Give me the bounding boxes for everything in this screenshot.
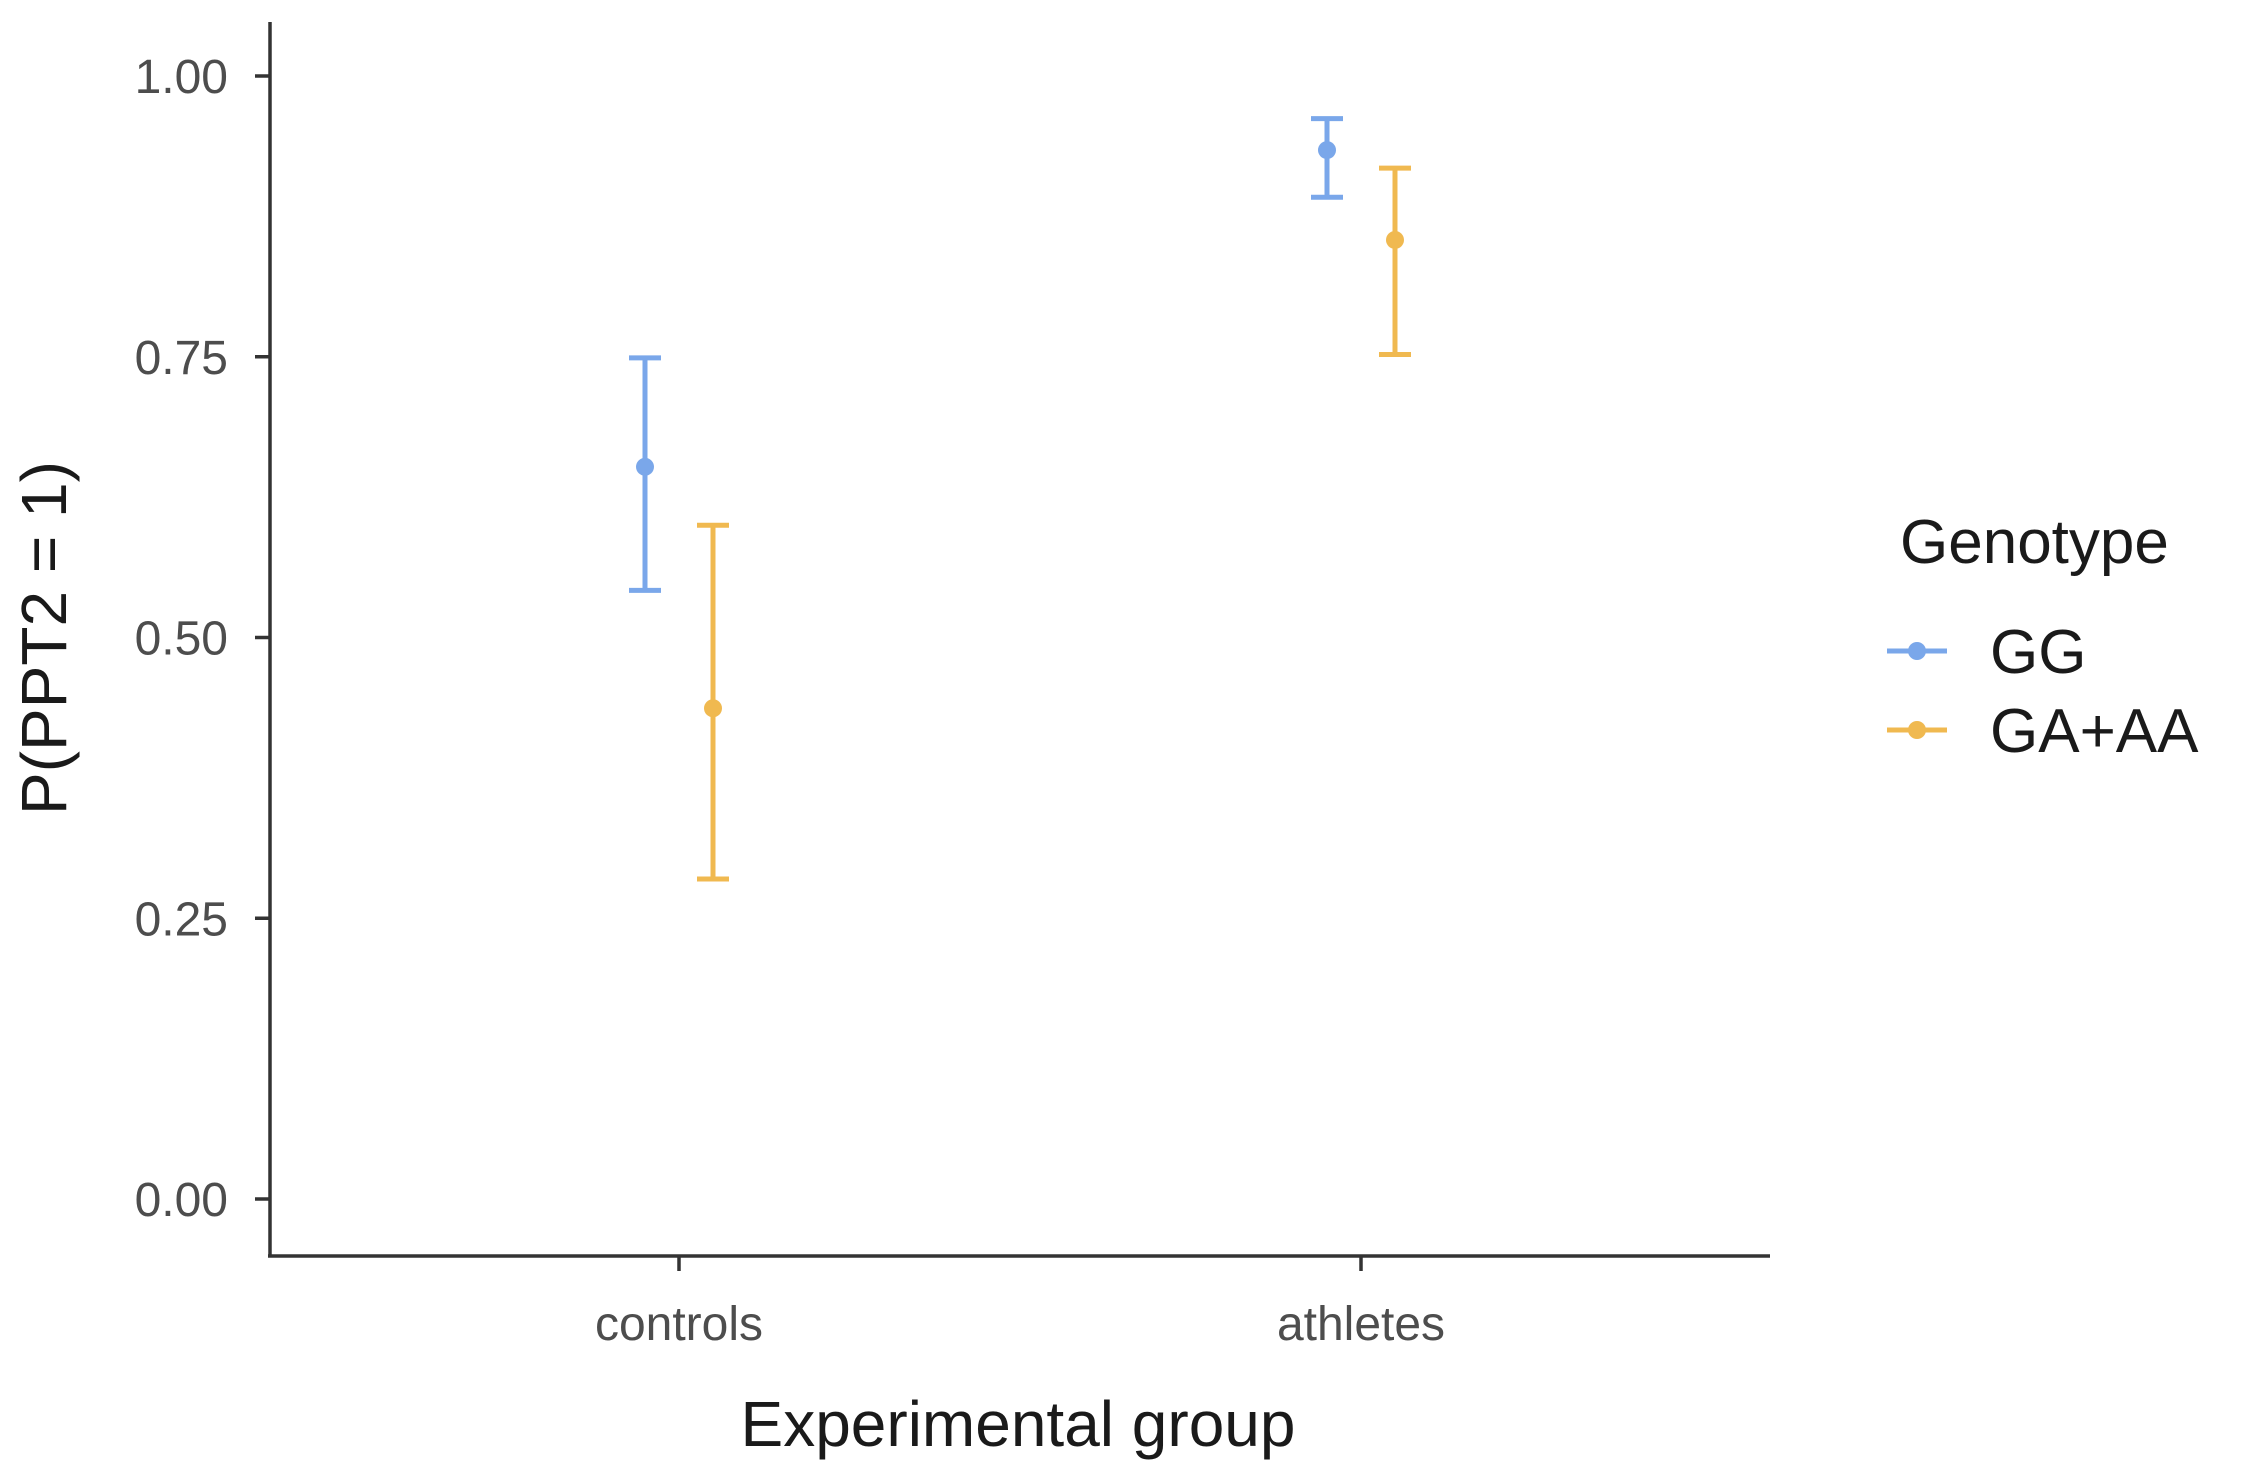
y-tick-label: 1.00 [135, 51, 228, 104]
data-point [704, 699, 722, 718]
x-axis-title: Experimental group [741, 1388, 1296, 1460]
y-tick-label: 0.25 [135, 893, 228, 946]
legend: Genotype GG GA+AA [1887, 508, 2199, 766]
x-axis-ticks: controls athletes [595, 1256, 1445, 1351]
legend-key [1887, 721, 1947, 739]
legend-key-point [1908, 642, 1926, 660]
y-tick-label: 0.00 [135, 1174, 228, 1227]
legend-key-point [1908, 721, 1926, 739]
y-tick-label: 0.50 [135, 613, 228, 666]
legend-label: GG [1990, 618, 2086, 687]
legend-title: Genotype [1900, 508, 2169, 577]
series-GG [629, 116, 1343, 593]
x-tick-label: controls [595, 1298, 763, 1351]
data-point [1318, 141, 1336, 160]
data-point [1386, 230, 1404, 249]
chart-marks [629, 116, 1411, 882]
data-point [636, 457, 654, 476]
series-GA+AA [697, 165, 1411, 882]
y-axis-title: P(PPT2 = 1) [8, 461, 80, 815]
x-tick-label: athletes [1277, 1298, 1445, 1351]
y-tick-label: 0.75 [135, 332, 228, 385]
legend-key [1887, 642, 1947, 660]
legend-label: GA+AA [1990, 697, 2199, 766]
y-axis-ticks: 0.00 0.25 0.50 0.75 1.00 [135, 51, 270, 1227]
